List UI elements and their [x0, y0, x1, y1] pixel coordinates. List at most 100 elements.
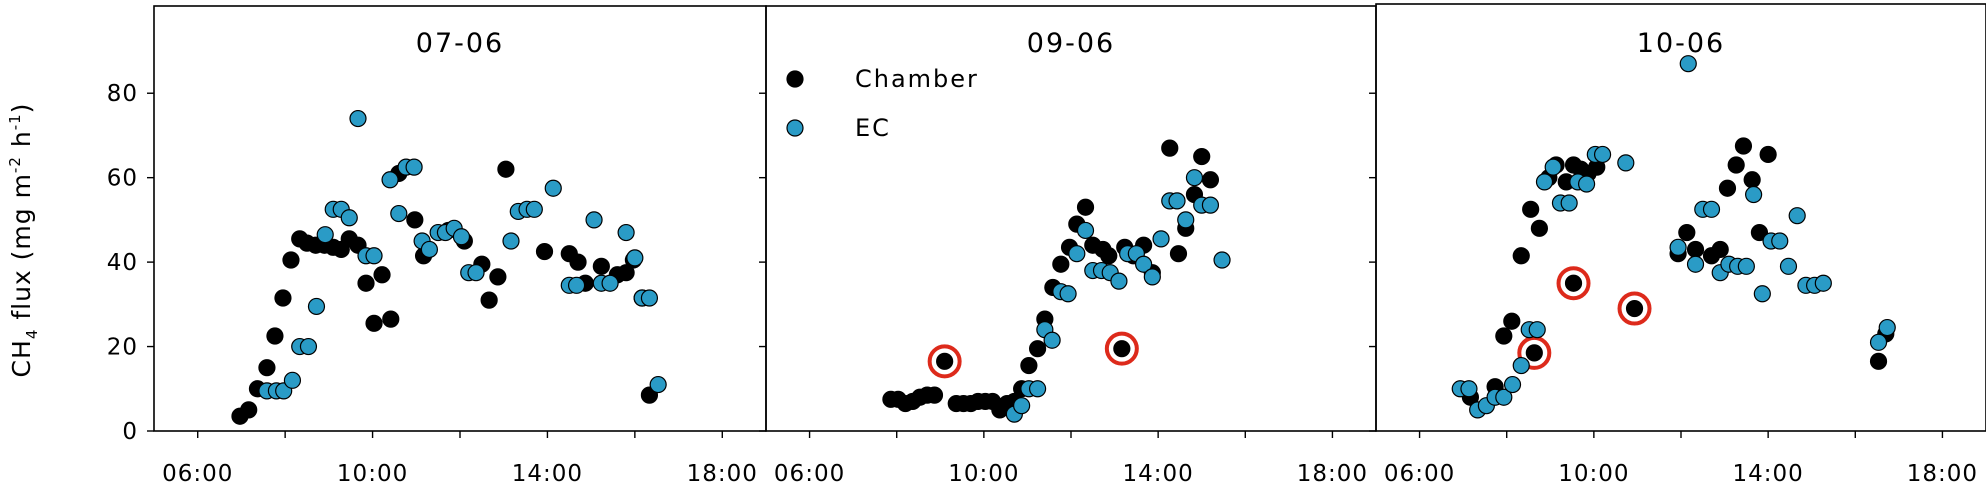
data-point-ec	[420, 240, 438, 259]
data-point-chamber	[1076, 198, 1095, 216]
series-ec	[258, 109, 667, 400]
data-point-chamber	[1495, 327, 1513, 345]
series-ec	[1005, 169, 1231, 423]
y-tick-label: 80	[107, 81, 138, 107]
data-point-ec	[1110, 272, 1128, 290]
data-point-chamber	[1564, 274, 1583, 292]
data-point-chamber	[1512, 247, 1530, 265]
data-point-chamber	[258, 359, 276, 377]
data-point-chamber	[1759, 145, 1777, 164]
legend-label-chamber: Chamber	[855, 65, 979, 93]
data-point-chamber	[1718, 179, 1737, 197]
data-point-ec	[640, 289, 659, 307]
x-tick-label: 18:00	[1907, 461, 1978, 487]
highlight-circle	[1104, 331, 1139, 366]
data-point-ec	[1535, 173, 1554, 191]
y-tick-label: 60	[107, 166, 138, 192]
data-point-ec	[365, 247, 383, 265]
data-point-ec	[452, 228, 471, 246]
data-point-ec	[1043, 331, 1061, 349]
data-point-chamber	[497, 160, 515, 178]
data-point-chamber	[274, 289, 292, 307]
data-point-chamber	[1052, 255, 1070, 273]
x-tick-label: 14:00	[512, 461, 583, 487]
x-tick-label: 18:00	[1297, 461, 1368, 487]
data-point-ec	[405, 158, 423, 176]
data-point-chamber	[1525, 344, 1543, 362]
data-point-ec	[316, 226, 334, 244]
data-point-ec	[1177, 211, 1195, 229]
data-point-chamber	[1530, 219, 1548, 237]
data-point-chamber	[569, 253, 587, 271]
data-point-ec	[1028, 380, 1047, 398]
data-point-chamber	[1625, 299, 1644, 318]
data-point-ec	[390, 204, 408, 223]
panel-09-06: 06:00 10:00 14:00 18:00 09-06 Chamber EC	[759, 5, 1377, 487]
data-point-ec	[544, 179, 562, 197]
data-point-chamber	[1201, 171, 1220, 189]
data-point-ec	[1814, 274, 1832, 292]
data-point-ec	[1737, 257, 1755, 275]
data-point-chamber	[1686, 240, 1705, 259]
data-point-ec	[1135, 255, 1153, 273]
data-point-chamber	[240, 401, 258, 419]
data-point-ec	[1753, 285, 1771, 303]
highlight-circle	[1517, 335, 1552, 370]
data-point-ec	[525, 200, 543, 218]
data-point-ec	[1068, 245, 1086, 263]
x-tick-label: 18:00	[687, 461, 758, 487]
legend-marker-chamber	[786, 70, 804, 88]
data-point-ec	[1577, 175, 1596, 193]
x-tick-label: 10:00	[948, 461, 1019, 487]
data-point-chamber	[266, 327, 284, 345]
panel-10-06: 06:00 10:00 14:00 18:00 10-06	[1369, 3, 1986, 487]
data-point-ec	[381, 171, 399, 189]
data-point-chamber	[592, 257, 610, 275]
panel-title: 09-06	[1027, 28, 1115, 59]
data-point-chamber	[1100, 247, 1118, 265]
y-tick-label: 40	[107, 250, 138, 276]
data-point-ec	[1528, 321, 1546, 339]
y-axis-label: CH4 flux (mg m-2 h-1)	[6, 103, 41, 378]
data-point-ec	[1544, 158, 1562, 176]
data-point-ec	[1185, 169, 1204, 187]
data-point-ec	[340, 209, 358, 227]
data-point-ec	[1512, 356, 1530, 375]
data-point-ec	[1771, 232, 1789, 250]
data-point-ec	[585, 211, 603, 229]
data-point-chamber	[373, 266, 391, 284]
x-tick-label: 10:00	[337, 461, 408, 487]
data-point-chamber	[489, 268, 507, 286]
y-tick-label: 20	[107, 335, 138, 361]
data-point-chamber	[535, 242, 554, 261]
data-point-ec	[1869, 333, 1888, 351]
data-point-chamber	[282, 251, 300, 269]
data-point-ec	[1013, 397, 1031, 415]
panel-frame	[153, 5, 767, 432]
data-point-ec	[502, 232, 520, 250]
legend-marker-ec	[786, 119, 804, 137]
data-point-ec	[1679, 55, 1697, 73]
data-point-ec	[283, 371, 302, 389]
data-point-ec	[307, 297, 326, 316]
data-point-chamber	[1020, 356, 1038, 375]
data-point-ec	[1201, 196, 1220, 214]
data-point-ec	[1076, 221, 1095, 240]
data-point-chamber	[1750, 223, 1769, 242]
panel-title: 10-06	[1637, 28, 1725, 59]
data-point-ec	[1593, 145, 1612, 164]
data-point-chamber	[406, 211, 424, 229]
data-point-chamber	[1869, 352, 1888, 370]
data-point-ec	[349, 109, 367, 128]
panel-07-06: 0 20 40 60 80 06:00 10:00 14:00 18:00 07-06	[107, 5, 767, 487]
x-tick-label: 06:00	[774, 461, 845, 487]
highlight-circle	[1617, 291, 1652, 326]
data-point-chamber	[1161, 139, 1179, 157]
data-point-chamber	[1193, 147, 1211, 166]
data-point-chamber	[480, 291, 498, 309]
data-point-ec	[1669, 238, 1687, 256]
x-tick-label: 06:00	[162, 461, 233, 487]
data-point-chamber	[925, 386, 944, 404]
data-point-chamber	[1734, 137, 1753, 155]
